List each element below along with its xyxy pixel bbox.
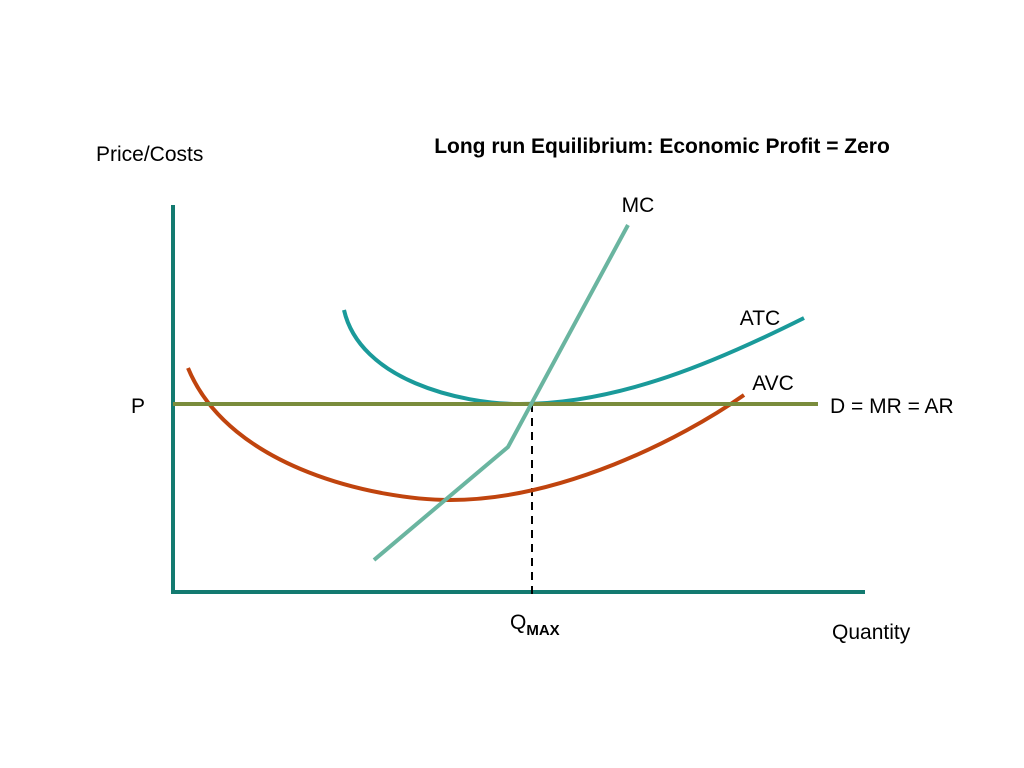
- quantity-marker-label: Q: [510, 611, 526, 634]
- mc-curve: [372, 224, 630, 562]
- atc-label: ATC: [740, 307, 780, 330]
- quantity-marker-subscript: MAX: [526, 622, 559, 639]
- y-axis-label: Price/Costs: [96, 143, 203, 166]
- quantity-marker: QMAX: [510, 611, 560, 639]
- title: Long run Equilibrium: Economic Profit = …: [434, 135, 890, 158]
- avc-curve: [186, 367, 746, 503]
- demand-label: D = MR = AR: [830, 395, 954, 418]
- avc-label: AVC: [752, 372, 794, 395]
- mc-label: MC: [622, 194, 655, 217]
- price-label: P: [131, 395, 145, 418]
- x-axis-label: Quantity: [832, 621, 911, 644]
